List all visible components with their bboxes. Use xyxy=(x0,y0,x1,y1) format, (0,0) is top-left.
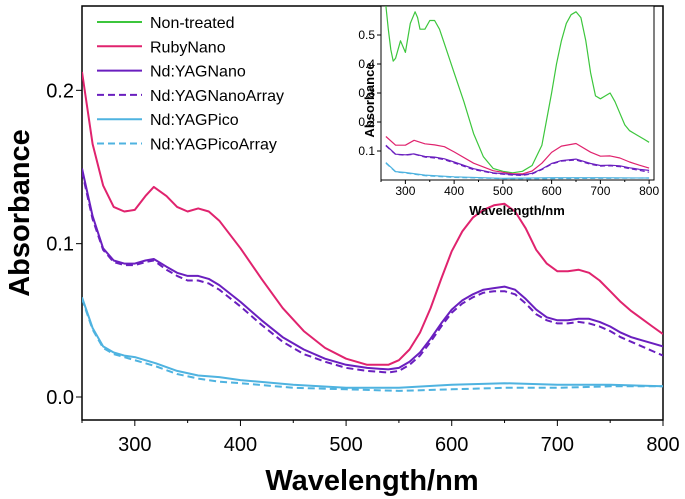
main-x-tick-label: 700 xyxy=(541,434,574,456)
main-chart: 300 400 500 600 700 800 0.0 0.1 0.2 Wavelength/… xyxy=(4,5,680,497)
legend-item-non-treated: Non-treated xyxy=(97,15,235,32)
main-x-tick-label: 300 xyxy=(118,434,151,456)
inset-series-rubynano xyxy=(385,136,650,175)
inset-chart: 300 400 500 600 700 800 0.1 0.2 0.3 0.4 0.5 Wavel… xyxy=(358,5,659,218)
main-y-axis-title: Absorbance xyxy=(4,129,36,297)
legend-item-nd-yagpico: Nd:YAGPico xyxy=(97,112,239,129)
main-series-rubynano xyxy=(82,71,663,366)
legend-label: Nd:YAGPicoArray xyxy=(150,137,277,154)
main-x-tick-label: 500 xyxy=(329,434,362,456)
inset-x-axis-title: Wavelength/nm xyxy=(469,203,565,218)
inset-y-tick-label: 0.3 xyxy=(358,86,375,100)
legend-item-nd-yagnano: Nd:YAGNano xyxy=(97,64,246,81)
main-y-tick-label: 0.0 xyxy=(46,387,74,409)
inset-series-nd-yagnanoarray xyxy=(385,145,650,176)
main-x-axis-title: Wavelength/nm xyxy=(265,465,478,497)
main-series-nd-yagnanoarray xyxy=(82,171,663,374)
inset-y-tick-label: 0.1 xyxy=(358,144,375,158)
inset-y-axis-title: Absorbance xyxy=(362,62,377,137)
inset-plot-frame xyxy=(380,5,655,181)
main-x-ticks: 300 400 500 600 700 800 xyxy=(81,420,680,456)
inset-x-tick-label: 800 xyxy=(639,184,659,198)
main-y-ticks: 0.0 0.1 0.2 xyxy=(46,80,82,409)
legend-item-nd-yagnanoarray: Nd:YAGNanoArray xyxy=(97,88,284,105)
main-y-tick-label: 0.2 xyxy=(46,80,74,102)
main-series-nd-yagnano xyxy=(82,168,663,371)
legend-label: RubyNano xyxy=(150,39,226,56)
main-series-lines xyxy=(82,71,663,392)
inset-y-tick-label: 0.5 xyxy=(358,28,375,42)
inset-x-tick-label: 700 xyxy=(590,184,610,198)
inset-series-lines xyxy=(385,6,650,180)
inset-y-tick-label: 0.2 xyxy=(358,115,375,129)
main-x-tick-label: 800 xyxy=(646,434,679,456)
inset-y-ticks: 0.1 0.2 0.3 0.4 0.5 xyxy=(358,28,381,158)
legend-item-nd-yagpicoarray: Nd:YAGPicoArray xyxy=(97,137,277,154)
legend-item-rubynano: RubyNano xyxy=(97,39,226,56)
main-y-tick-label: 0.1 xyxy=(46,234,74,256)
legend-label: Nd:YAGNanoArray xyxy=(150,88,284,105)
inset-y-tick-label: 0.4 xyxy=(358,57,375,71)
main-x-tick-label: 600 xyxy=(435,434,468,456)
inset-series-non-treated xyxy=(385,6,650,174)
inset-x-tick-label: 300 xyxy=(395,184,415,198)
main-series-nd-yagpico xyxy=(82,296,663,389)
inset-series-nd-yagpicoarray xyxy=(385,162,650,180)
main-plot-frame xyxy=(81,5,664,421)
legend: Non-treated RubyNano Nd:YAGNano Nd:YAGNanoA… xyxy=(97,15,284,154)
inset-x-ticks: 300 400 500 600 700 800 xyxy=(380,180,659,198)
main-series-nd-yagpicoarray xyxy=(82,298,663,392)
inset-x-tick-label: 400 xyxy=(444,184,464,198)
legend-label: Nd:YAGPico xyxy=(150,112,239,129)
inset-x-tick-label: 500 xyxy=(493,184,513,198)
legend-label: Nd:YAGNano xyxy=(150,64,246,81)
inset-x-tick-label: 600 xyxy=(542,184,562,198)
legend-label: Non-treated xyxy=(150,15,235,32)
main-x-tick-label: 400 xyxy=(224,434,257,456)
